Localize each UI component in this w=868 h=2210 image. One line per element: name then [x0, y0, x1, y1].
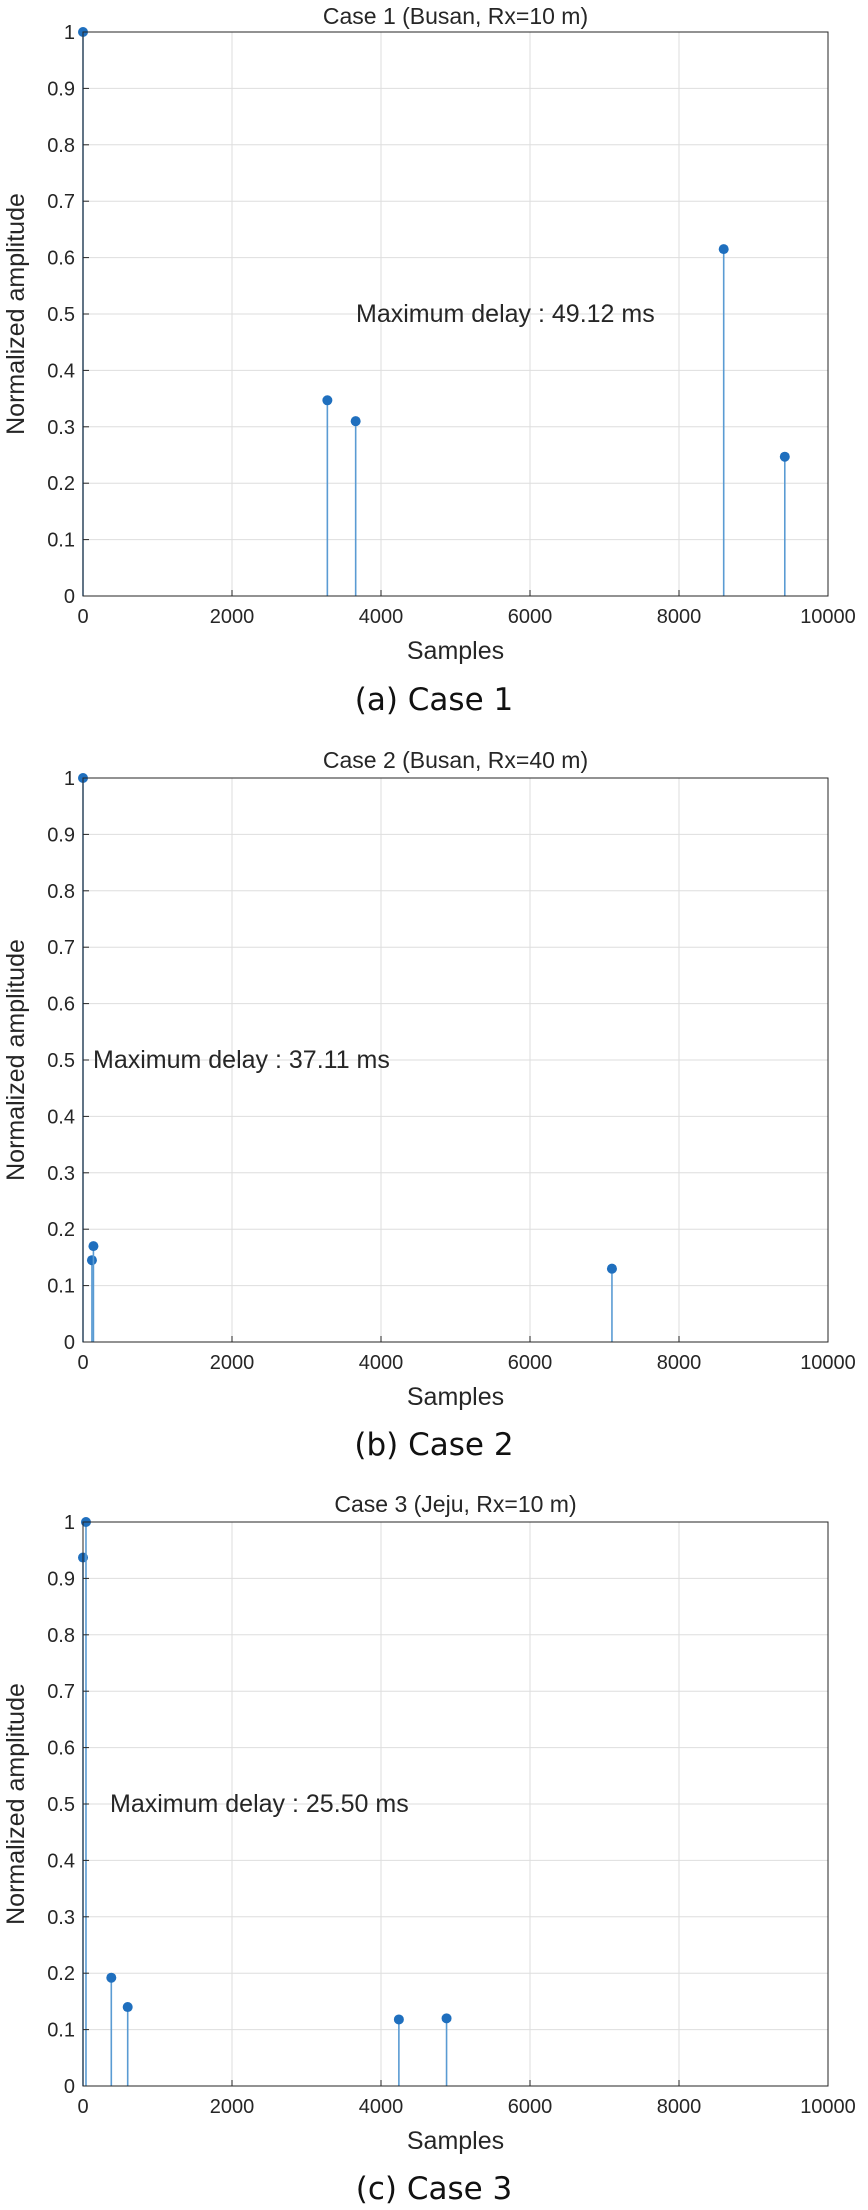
figure-caption: (a) Case 1	[355, 682, 513, 718]
y-tick-label: 0.7	[47, 937, 75, 959]
y-tick-label: 0	[64, 2076, 75, 2098]
x-ticks: 0 2000 4000 6000 8000 10000	[77, 2080, 856, 2118]
stem-marker	[122, 2002, 133, 2013]
plot-frame	[82, 1521, 829, 2087]
y-tick-label: 0.1	[47, 1276, 75, 1298]
x-tick-label: 10000	[800, 606, 856, 628]
chart-title: Case 2 (Busan, Rx=40 m)	[323, 747, 588, 773]
stem-marker	[393, 2014, 404, 2025]
y-tick-label: 0.2	[47, 1219, 75, 1241]
stem-marker	[718, 244, 729, 255]
y-tick-label: 0.7	[47, 191, 75, 213]
x-tick-label: 0	[77, 1352, 88, 1374]
x-tick-label: 2000	[210, 606, 255, 628]
stem-marker	[88, 1241, 99, 1252]
x-tick-label: 0	[77, 606, 88, 628]
x-tick-label: 0	[77, 2096, 88, 2118]
y-axis-label: Normalized amplitude	[2, 1683, 30, 1925]
x-axis-label: Samples	[407, 637, 504, 665]
y-tick-label: 0.5	[47, 1794, 75, 1816]
y-tick-label: 1	[64, 22, 75, 44]
x-tick-label: 4000	[359, 1352, 404, 1374]
y-tick-label: 1	[64, 768, 75, 790]
x-tick-label: 10000	[800, 2096, 856, 2118]
y-tick-label: 0.7	[47, 1681, 75, 1703]
chart-title: Case 3 (Jeju, Rx=10 m)	[334, 1491, 576, 1517]
y-ticks: 0 0.1 0.2 0.3 0.4 0.5 0.6 0.7 0.8 0.9 1	[47, 22, 89, 608]
y-tick-label: 0.8	[47, 1625, 75, 1647]
y-tick-label: 0.3	[47, 1907, 75, 1929]
y-ticks: 0 0.1 0.2 0.3 0.4 0.5 0.6 0.7 0.8 0.9 1	[47, 1512, 89, 2098]
y-tick-label: 0.1	[47, 530, 75, 552]
y-tick-label: 0.9	[47, 824, 75, 846]
stem-marker	[350, 416, 361, 427]
x-tick-label: 6000	[508, 1352, 553, 1374]
y-tick-label: 0.6	[47, 1738, 75, 1760]
chart-title: Case 1 (Busan, Rx=10 m)	[323, 3, 588, 29]
y-tick-label: 0.1	[47, 2020, 75, 2042]
figure-caption: (c) Case 3	[356, 2171, 513, 2207]
x-axis-label: Samples	[407, 2127, 504, 2155]
stem-marker	[86, 1255, 97, 1266]
x-tick-label: 2000	[210, 1352, 255, 1374]
y-tick-label: 0.3	[47, 1163, 75, 1185]
x-tick-label: 8000	[657, 1352, 702, 1374]
y-tick-label: 1	[64, 1512, 75, 1534]
panel-case-2: 0 0.1 0.2 0.3 0.4 0.5 0.6 0.7 0.8 0.9 1 0 2000 4000 6…	[2, 747, 856, 1463]
y-tick-label: 0	[64, 586, 75, 608]
y-axis-label: Normalized amplitude	[2, 939, 30, 1181]
figure-caption: (b) Case 2	[354, 1427, 513, 1463]
stem-marker	[606, 1263, 617, 1274]
x-tick-label: 6000	[508, 606, 553, 628]
y-tick-label: 0.6	[47, 994, 75, 1016]
y-tick-label: 0.2	[47, 473, 75, 495]
y-tick-label: 0.8	[47, 135, 75, 157]
stem-marker	[322, 395, 333, 406]
y-tick-label: 0.9	[47, 78, 75, 100]
panel-case-3: 0 0.1 0.2 0.3 0.4 0.5 0.6 0.7 0.8 0.9 1 0 2000 4000 6…	[2, 1491, 856, 2207]
y-tick-label: 0.4	[47, 1106, 75, 1128]
x-tick-label: 10000	[800, 1352, 856, 1374]
y-tick-label: 0.5	[47, 304, 75, 326]
y-tick-label: 0.9	[47, 1568, 75, 1590]
y-tick-label: 0.5	[47, 1050, 75, 1072]
y-axis-label: Normalized amplitude	[2, 193, 30, 435]
x-axis-label: Samples	[407, 1383, 504, 1411]
x-tick-label: 6000	[508, 2096, 553, 2118]
max-delay-annotation: Maximum delay : 25.50 ms	[110, 1790, 409, 1818]
y-tick-label: 0.6	[47, 248, 75, 270]
panel-case-1: 0 0.1 0.2 0.3 0.4 0.5 0.6 0.7 0.8 0.9 1 0 2000 4000 6…	[2, 3, 856, 718]
y-tick-label: 0.3	[47, 417, 75, 439]
max-delay-annotation: Maximum delay : 37.11 ms	[93, 1046, 390, 1074]
plot-frame	[82, 777, 829, 1343]
x-tick-label: 4000	[359, 606, 404, 628]
x-tick-label: 2000	[210, 2096, 255, 2118]
y-tick-label: 0.4	[47, 360, 75, 382]
x-ticks: 0 2000 4000 6000 8000 10000	[77, 1336, 856, 1374]
y-tick-label: 0.8	[47, 881, 75, 903]
y-ticks: 0 0.1 0.2 0.3 0.4 0.5 0.6 0.7 0.8 0.9 1	[47, 768, 89, 1354]
stem-marker	[106, 1972, 117, 1983]
stem-marker	[441, 2013, 452, 2024]
y-tick-label: 0.4	[47, 1850, 75, 1872]
stem-marker	[779, 451, 790, 462]
plot-frame	[82, 31, 829, 597]
x-tick-label: 8000	[657, 606, 702, 628]
max-delay-annotation: Maximum delay : 49.12 ms	[356, 300, 655, 328]
y-tick-label: 0.2	[47, 1963, 75, 1985]
y-tick-label: 0	[64, 1332, 75, 1354]
x-ticks: 0 2000 4000 6000 8000 10000	[77, 590, 856, 628]
x-tick-label: 8000	[657, 2096, 702, 2118]
x-tick-label: 4000	[359, 2096, 404, 2118]
